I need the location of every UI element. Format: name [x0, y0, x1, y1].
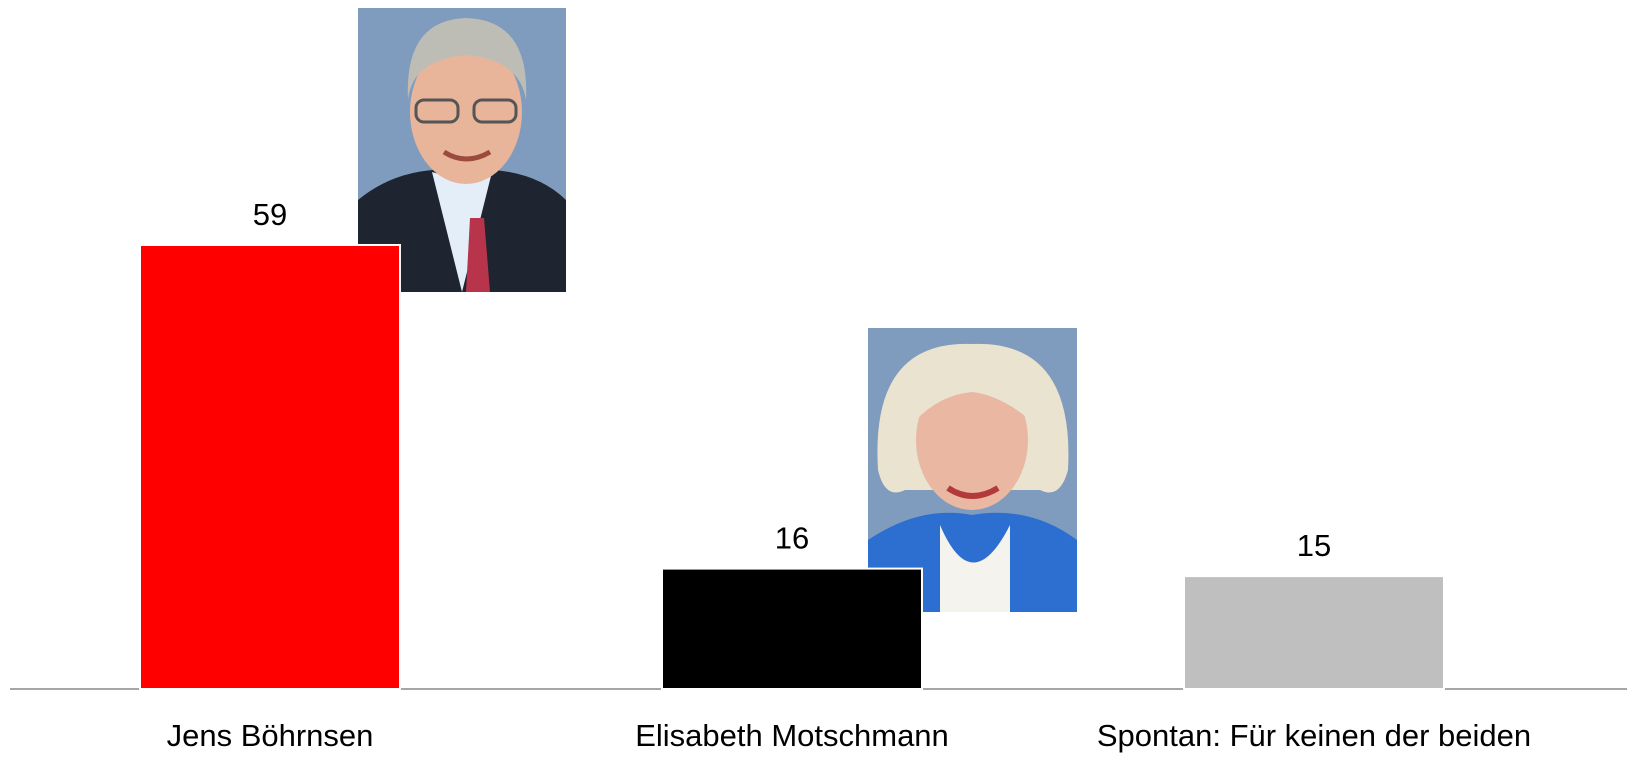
category-label: Spontan: Für keinen der beiden — [1097, 718, 1531, 753]
chart: 59 Jens Böhrnsen 16 Elisabeth Motschmann 15 S… — [0, 0, 1627, 780]
value-label: 59 — [253, 197, 287, 232]
value-label: 16 — [775, 521, 809, 556]
value-label: 15 — [1297, 528, 1331, 563]
bar — [1184, 576, 1444, 689]
bar — [662, 569, 922, 689]
bar — [140, 245, 400, 689]
category-label: Elisabeth Motschmann — [635, 718, 949, 753]
category-label: Jens Böhrnsen — [167, 718, 374, 753]
